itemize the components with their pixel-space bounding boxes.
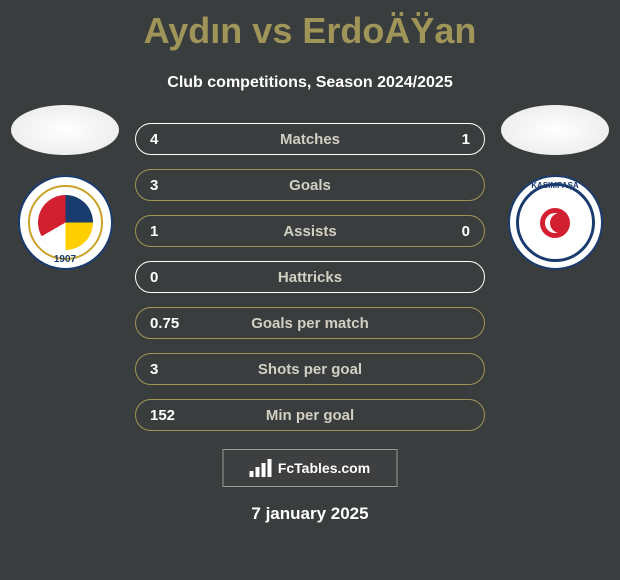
stat-row: 3Goals: [135, 169, 485, 201]
stat-label: Assists: [205, 223, 415, 240]
stat-left-value: 0: [150, 269, 205, 286]
stat-row: 3Shots per goal: [135, 353, 485, 385]
page-title: Aydın vs ErdoÄŸan: [0, 0, 620, 52]
stat-right-value: 1: [415, 131, 470, 148]
chart-icon: [250, 459, 272, 477]
badge-right-text: KASIMPAŞA: [531, 181, 578, 190]
stat-label: Hattricks: [205, 269, 415, 286]
stat-row: 4Matches1: [135, 123, 485, 155]
player-right-photo: [501, 105, 609, 155]
club-badge-right: KASIMPAŞA: [508, 175, 603, 270]
stat-row: 0Hattricks: [135, 261, 485, 293]
stat-row: 0.75Goals per match: [135, 307, 485, 339]
player-right-side: KASIMPAŞA: [490, 105, 620, 270]
stat-left-value: 4: [150, 131, 205, 148]
subtitle: Club competitions, Season 2024/2025: [0, 74, 620, 92]
stat-left-value: 1: [150, 223, 205, 240]
stat-label: Matches: [205, 131, 415, 148]
stat-right-value: 0: [415, 223, 470, 240]
badge-left-year: 1907: [54, 254, 76, 265]
footer-attribution: FcTables.com: [223, 449, 398, 487]
stat-left-value: 152: [150, 407, 205, 424]
stat-label: Goals: [205, 177, 415, 194]
stat-label: Goals per match: [205, 315, 415, 332]
footer-text: FcTables.com: [278, 460, 370, 476]
player-left-side: 1907: [0, 105, 130, 270]
comparison-container: 1907 4Matches13Goals1Assists00Hattricks0…: [0, 105, 620, 431]
stat-row: 1Assists0: [135, 215, 485, 247]
stat-label: Shots per goal: [205, 361, 415, 378]
date: 7 january 2025: [251, 504, 368, 524]
stats-column: 4Matches13Goals1Assists00Hattricks0.75Go…: [130, 105, 490, 431]
stat-label: Min per goal: [205, 407, 415, 424]
stat-left-value: 3: [150, 361, 205, 378]
stat-left-value: 0.75: [150, 315, 205, 332]
stat-row: 152Min per goal: [135, 399, 485, 431]
club-badge-left: 1907: [18, 175, 113, 270]
player-left-photo: [11, 105, 119, 155]
stat-left-value: 3: [150, 177, 205, 194]
